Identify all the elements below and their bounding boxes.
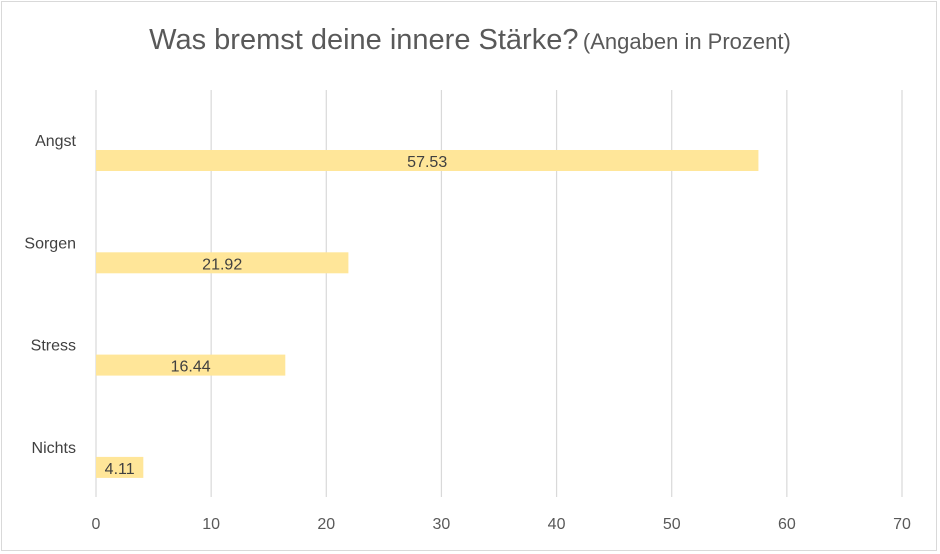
x-tick-label: 60	[778, 516, 796, 533]
x-tick-label: 70	[893, 516, 911, 533]
title-main: Was bremst deine innere Stärke?	[149, 24, 579, 56]
data-label: 16.44	[171, 359, 211, 376]
bar	[96, 150, 759, 171]
category-label: Sorgen	[24, 235, 76, 252]
category-label: Nichts	[32, 440, 76, 457]
bar	[96, 456, 144, 478]
x-tick-label: 0	[92, 516, 101, 533]
data-label: 57.53	[407, 154, 447, 171]
data-label: 4.11	[105, 461, 135, 478]
x-tick-label: 50	[663, 516, 681, 533]
data-label: 21.92	[202, 256, 242, 273]
x-tick-label: 20	[317, 516, 335, 533]
chart-title: Was bremst deine innere Stärke? (Angaben…	[0, 24, 940, 57]
x-tick-label: 40	[548, 516, 566, 533]
title-subtitle: (Angaben in Prozent)	[582, 29, 791, 54]
x-tick-label: 30	[433, 516, 451, 533]
x-tick-label: 10	[202, 516, 220, 533]
category-label: Angst	[35, 133, 76, 150]
category-label: Stress	[31, 338, 76, 355]
bar	[96, 354, 286, 376]
bar	[96, 252, 349, 274]
